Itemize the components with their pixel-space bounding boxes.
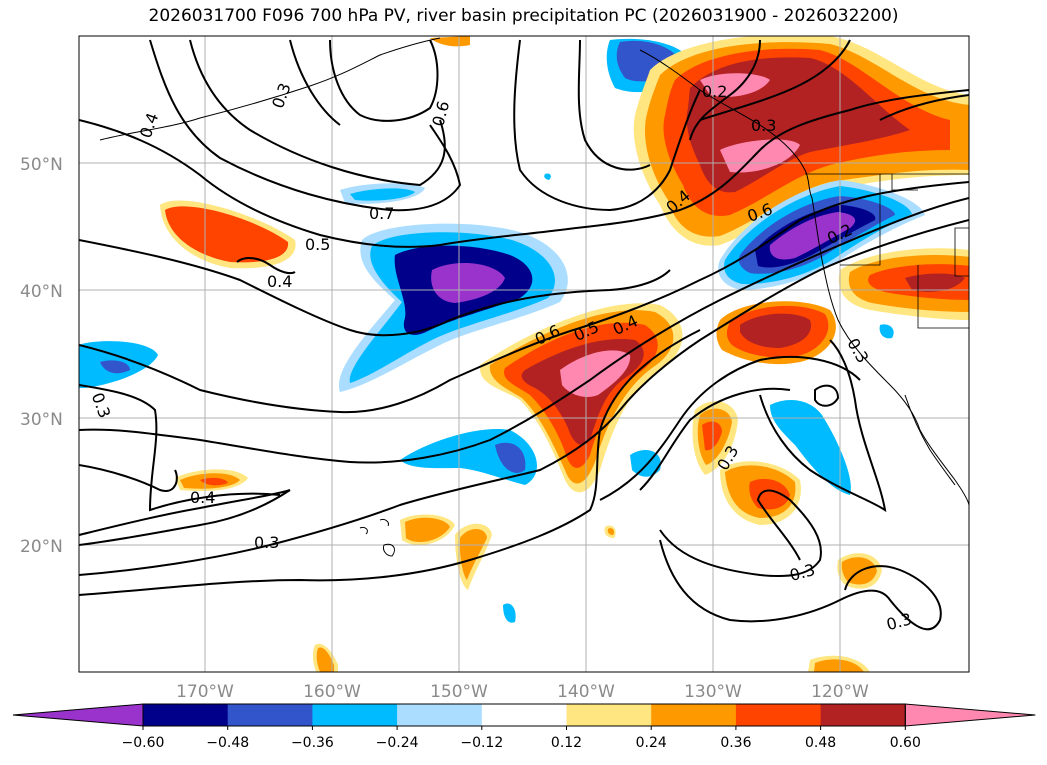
contour-label: 0.3: [254, 533, 279, 552]
pv-contour: [639, 387, 791, 491]
lon-label: 160°W: [303, 682, 361, 702]
contour-label: 0.7: [369, 204, 394, 223]
coastlines: [99, 37, 969, 557]
map-panel: 0.7 0.6 0.5 0.4 0.6 0.5 0.4 0.4 0.3 0.2 …: [79, 36, 969, 672]
pv-contour: [79, 464, 178, 492]
pv-contour: [79, 239, 671, 337]
pv-contour: [79, 89, 969, 248]
lon-label: 120°W: [811, 682, 869, 702]
colorbar-tick-label: 0.60: [890, 735, 921, 751]
pv-contour: [659, 489, 822, 578]
colorbar-segment: [566, 704, 652, 726]
colorbar-extend-high: [904, 703, 1036, 727]
pv-contour: [289, 39, 341, 126]
colorbar-segment: [735, 704, 822, 726]
contour-label: 0.3: [751, 116, 776, 135]
pv-contour: [599, 355, 861, 501]
colorbar-tick-label: 0.36: [720, 735, 751, 751]
map-frame: [78, 35, 970, 673]
colorbar: −0.60 −0.48 −0.36 −0.24 −0.12 0.12 0.24 0.36 0.4…: [12, 703, 1036, 751]
lat-label: 40°N: [20, 282, 63, 302]
lon-axis-labels: 170°W 160°W 150°W 140°W 130°W 120°W: [176, 682, 869, 702]
pv-contour: [814, 384, 840, 407]
colorbar-segment: [651, 704, 737, 726]
colorbar-extend-low: [12, 703, 144, 727]
pv-contour: [79, 197, 969, 464]
contour-label: 0.4: [190, 488, 215, 507]
lon-label: 130°W: [684, 682, 742, 702]
pv-contour: [879, 94, 969, 121]
lat-axis-labels: 50°N 40°N 30°N 20°N: [20, 155, 63, 557]
colorbar-frame: [142, 703, 906, 727]
colorbar-segment: [227, 704, 313, 726]
colorbar-tick-label: −0.24: [376, 735, 419, 751]
colorbar-segment: [397, 704, 483, 726]
pv-contour: [189, 39, 446, 187]
colorbar-tick-label: −0.48: [206, 735, 249, 751]
coastline-west-coast: [811, 197, 969, 506]
pv-contour: [79, 329, 701, 596]
pv-contour: [79, 384, 281, 512]
pv-contour: [759, 339, 887, 513]
graticule: [79, 36, 969, 672]
colorbar-tick-label: 0.12: [551, 735, 582, 751]
lat-label: 30°N: [20, 410, 63, 430]
colorbar-tick-label: −0.60: [122, 735, 165, 751]
pv-contour: [79, 219, 969, 576]
colorbar-tick-label: 0.24: [636, 735, 667, 751]
coastline-panhandle: [639, 49, 813, 199]
pv-contour: [149, 39, 462, 212]
pv-contours: [79, 39, 969, 631]
lat-label: 20°N: [20, 537, 63, 557]
map-title: 2026031700 F096 700 hPa PV, river basin …: [148, 6, 899, 26]
colorbar-segment: [481, 704, 567, 726]
pv-contour: [659, 539, 942, 631]
colorbar-segment: [143, 704, 229, 726]
pv-contour: [79, 489, 291, 546]
pv-contour: [236, 257, 296, 275]
coastline-alaska: [99, 37, 441, 141]
lon-label: 170°W: [176, 682, 234, 702]
pv-contour: [79, 181, 969, 414]
pv-contour: [329, 39, 439, 122]
pv-contour: [689, 39, 761, 141]
contour-label: 0.5: [305, 235, 330, 254]
pv-contour: [513, 39, 701, 212]
contour-label: 0.4: [267, 272, 292, 291]
contour-label: 0.2: [702, 82, 727, 101]
colorbar-segment: [820, 704, 906, 726]
pv-contour: [577, 39, 651, 171]
lon-label: 150°W: [430, 682, 488, 702]
lat-label: 50°N: [20, 155, 63, 175]
colorbar-segment: [312, 704, 398, 726]
colorbar-tick-label: 0.48: [805, 735, 836, 751]
colorbar-tick-label: −0.12: [460, 735, 503, 751]
pv-contour: [699, 39, 851, 121]
colorbar-tick-label: −0.36: [291, 735, 334, 751]
lon-label: 140°W: [557, 682, 615, 702]
coastline-baja: [904, 394, 956, 486]
political-boundaries: [805, 173, 969, 329]
